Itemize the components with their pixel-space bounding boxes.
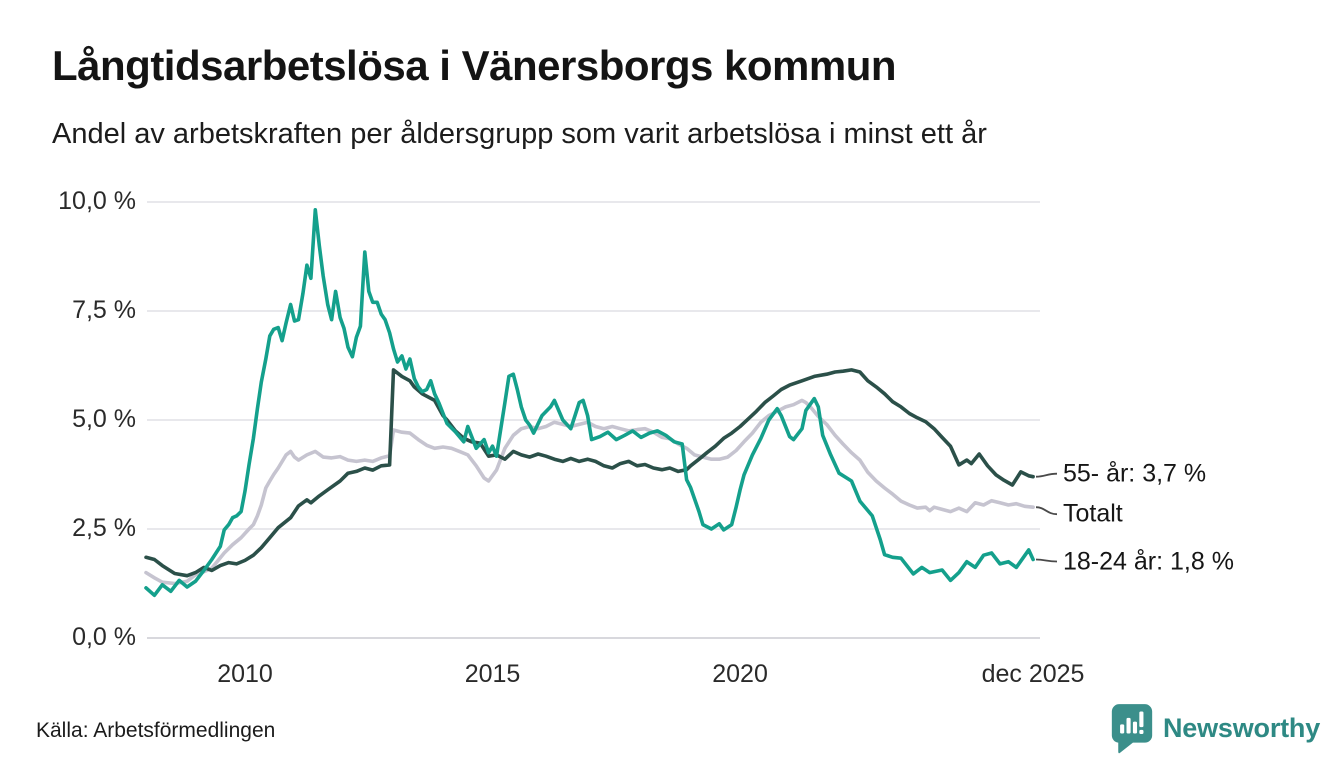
newsworthy-wordmark: Newsworthy <box>1163 712 1321 743</box>
y-tick-label: 5,0 % <box>72 404 136 433</box>
chart-subtitle: Andel av arbetskraften per åldersgrupp s… <box>52 118 987 150</box>
x-tick-label: 2010 <box>217 660 273 688</box>
exclamation-dot <box>1139 729 1144 734</box>
newsworthy-logo: Newsworthy <box>1110 702 1320 754</box>
series-line-total <box>144 398 1035 586</box>
label-connector-55 <box>1035 472 1058 478</box>
label-connector-18-24 <box>1035 558 1058 563</box>
exclamation-bar <box>1139 711 1144 728</box>
y-tick-label: 2,5 % <box>72 513 136 542</box>
y-tick-label: 10,0 % <box>58 186 136 215</box>
series-line-55 <box>144 368 1035 578</box>
speech-bubble-shape <box>1111 704 1153 754</box>
source-note: Källa: Arbetsförmedlingen <box>36 719 276 742</box>
series-line-18-24 <box>144 208 1035 598</box>
x-tick-label: dec 2025 <box>981 660 1085 688</box>
series-end-label-18-24: 18-24 år: 1,8 % <box>1063 547 1234 576</box>
newsworthy-logo-icon <box>1111 704 1153 754</box>
y-tick-label: 0,0 % <box>72 622 136 651</box>
label-connector-total <box>1035 506 1058 516</box>
y-tick-label: 7,5 % <box>72 295 136 324</box>
bar-chart-glyph <box>1120 711 1144 734</box>
x-tick-label: 2020 <box>712 660 768 688</box>
series-end-label-total: Totalt <box>1063 499 1123 528</box>
x-tick-label: 2015 <box>464 660 521 688</box>
chart-title: Långtidsarbetslösa i Vänersborgs kommun <box>52 42 897 89</box>
series-end-label-55: 55- år: 3,7 % <box>1063 459 1207 488</box>
